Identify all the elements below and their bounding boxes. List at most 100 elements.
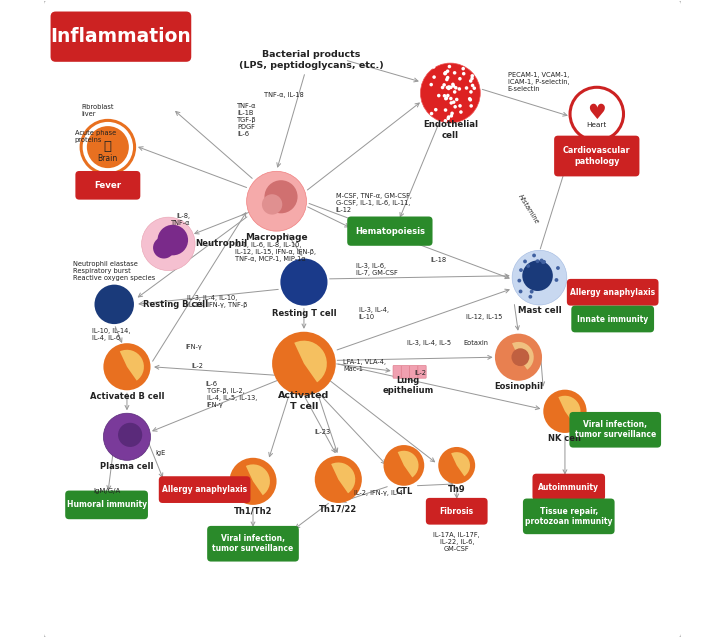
Circle shape <box>444 71 447 75</box>
Circle shape <box>444 71 447 75</box>
Text: Mast cell: Mast cell <box>518 306 561 315</box>
Circle shape <box>522 260 553 291</box>
Circle shape <box>94 285 134 324</box>
Text: Cardiovascular
pathology: Cardiovascular pathology <box>563 146 631 166</box>
Wedge shape <box>294 341 327 382</box>
FancyBboxPatch shape <box>159 476 250 503</box>
Wedge shape <box>120 350 144 381</box>
Circle shape <box>384 445 424 486</box>
Circle shape <box>518 290 523 293</box>
Text: Eosinophil: Eosinophil <box>494 382 543 391</box>
Circle shape <box>518 279 521 283</box>
Text: IL-18: IL-18 <box>431 257 447 263</box>
Wedge shape <box>558 396 581 424</box>
Text: Bacterial products
(LPS, peptidoglycans, etc.): Bacterial products (LPS, peptidoglycans,… <box>239 50 384 70</box>
Text: IL-12, IL-15: IL-12, IL-15 <box>466 314 502 320</box>
Circle shape <box>512 250 567 305</box>
Circle shape <box>447 117 450 120</box>
Circle shape <box>473 86 476 90</box>
Circle shape <box>449 85 452 89</box>
Circle shape <box>469 104 473 108</box>
Text: LFA-1, VLA-4,
Mac-1: LFA-1, VLA-4, Mac-1 <box>344 359 386 372</box>
Circle shape <box>445 78 449 81</box>
Circle shape <box>438 447 475 484</box>
Text: Th17/22: Th17/22 <box>319 504 357 513</box>
Wedge shape <box>331 463 355 493</box>
Text: Fever: Fever <box>94 181 121 190</box>
Circle shape <box>434 108 437 112</box>
Circle shape <box>104 343 151 390</box>
Circle shape <box>543 390 587 433</box>
Circle shape <box>262 194 282 214</box>
Circle shape <box>471 77 474 80</box>
Text: IL-3, IL-4, IL-5: IL-3, IL-4, IL-5 <box>407 340 451 346</box>
Text: Resting T cell: Resting T cell <box>272 309 336 318</box>
Circle shape <box>469 90 473 94</box>
Circle shape <box>471 84 474 87</box>
FancyBboxPatch shape <box>523 498 615 534</box>
Text: Th1/Th2: Th1/Th2 <box>233 506 273 515</box>
Circle shape <box>453 71 457 75</box>
Circle shape <box>247 172 307 231</box>
FancyBboxPatch shape <box>418 366 426 378</box>
Circle shape <box>529 295 532 299</box>
Circle shape <box>272 332 336 396</box>
Wedge shape <box>512 342 534 369</box>
Circle shape <box>446 85 450 89</box>
Text: Activated B cell: Activated B cell <box>90 392 164 401</box>
Text: Hematopoiesis: Hematopoiesis <box>355 226 425 235</box>
Text: ♥: ♥ <box>587 103 606 122</box>
Text: Endothelial
cell: Endothelial cell <box>423 120 478 140</box>
Circle shape <box>153 237 175 258</box>
FancyBboxPatch shape <box>426 498 488 524</box>
Text: Viral infection,
tumor surveillance: Viral infection, tumor surveillance <box>575 420 656 440</box>
Text: TGF-β, IL-2,
IL-4, IL-5, IL-13,
IFN-γ: TGF-β, IL-2, IL-4, IL-5, IL-13, IFN-γ <box>207 388 257 408</box>
Circle shape <box>447 85 451 89</box>
Text: IgE: IgE <box>156 450 166 456</box>
Text: IL-1, IL-6, IL-8, IL-10,
IL-12, IL-15, IFN-α, IFN-β,
TNF-α, MCP-1, MIP-1α: IL-1, IL-6, IL-8, IL-10, IL-12, IL-15, I… <box>235 242 316 262</box>
FancyBboxPatch shape <box>571 306 654 332</box>
Text: Viral infection,
tumor surveillance: Viral infection, tumor surveillance <box>212 534 294 553</box>
Text: IL-2: IL-2 <box>191 363 203 369</box>
Text: Humoral immunity: Humoral immunity <box>67 500 146 509</box>
Text: Fibroblast
liver: Fibroblast liver <box>81 105 114 117</box>
Text: Inflammation: Inflammation <box>50 27 191 46</box>
Text: IL-3, IL-4,
IL-10: IL-3, IL-4, IL-10 <box>359 308 389 320</box>
Text: Activated
T cell: Activated T cell <box>278 392 330 411</box>
Text: Acute phase
proteins: Acute phase proteins <box>75 130 116 143</box>
Circle shape <box>444 119 447 122</box>
Text: IL-10, IL-14,
IL-4, IL-6: IL-10, IL-14, IL-4, IL-6 <box>92 328 130 341</box>
Text: Brain: Brain <box>98 154 118 163</box>
Circle shape <box>443 72 447 75</box>
Circle shape <box>457 87 461 91</box>
Circle shape <box>469 79 473 83</box>
Circle shape <box>465 86 468 90</box>
Text: Eotaxin: Eotaxin <box>463 340 488 346</box>
Circle shape <box>542 260 546 263</box>
Circle shape <box>458 77 462 80</box>
Text: IL-3, IL-6,
IL-7, GM-CSF: IL-3, IL-6, IL-7, GM-CSF <box>356 263 398 276</box>
Text: IL-2, IFN-γ, IL-4: IL-2, IFN-γ, IL-4 <box>355 490 403 496</box>
FancyBboxPatch shape <box>554 136 639 176</box>
Text: Macrophage: Macrophage <box>245 233 308 242</box>
Circle shape <box>454 86 457 89</box>
Text: Neutrophil: Neutrophil <box>196 239 248 248</box>
Circle shape <box>443 94 447 98</box>
Circle shape <box>441 85 444 89</box>
Text: CTL: CTL <box>395 487 413 496</box>
Text: IFN-γ: IFN-γ <box>186 344 202 350</box>
Text: Allergy anaphylaxis: Allergy anaphylaxis <box>570 288 655 297</box>
Circle shape <box>555 278 558 282</box>
Text: NK cell: NK cell <box>548 434 581 443</box>
Text: Th9: Th9 <box>448 485 465 494</box>
Circle shape <box>458 104 462 108</box>
Circle shape <box>81 121 135 174</box>
FancyBboxPatch shape <box>410 366 418 378</box>
Circle shape <box>511 348 529 366</box>
Text: IL-3, IL-4, IL-10,
IL-13, IFN-γ, TNF-β: IL-3, IL-4, IL-10, IL-13, IFN-γ, TNF-β <box>188 295 248 308</box>
Circle shape <box>446 94 450 98</box>
Circle shape <box>104 413 151 461</box>
Text: IL-8,
TNF-α: IL-8, TNF-α <box>171 213 191 226</box>
Text: Innate immunity: Innate immunity <box>577 315 648 323</box>
Circle shape <box>449 97 452 100</box>
